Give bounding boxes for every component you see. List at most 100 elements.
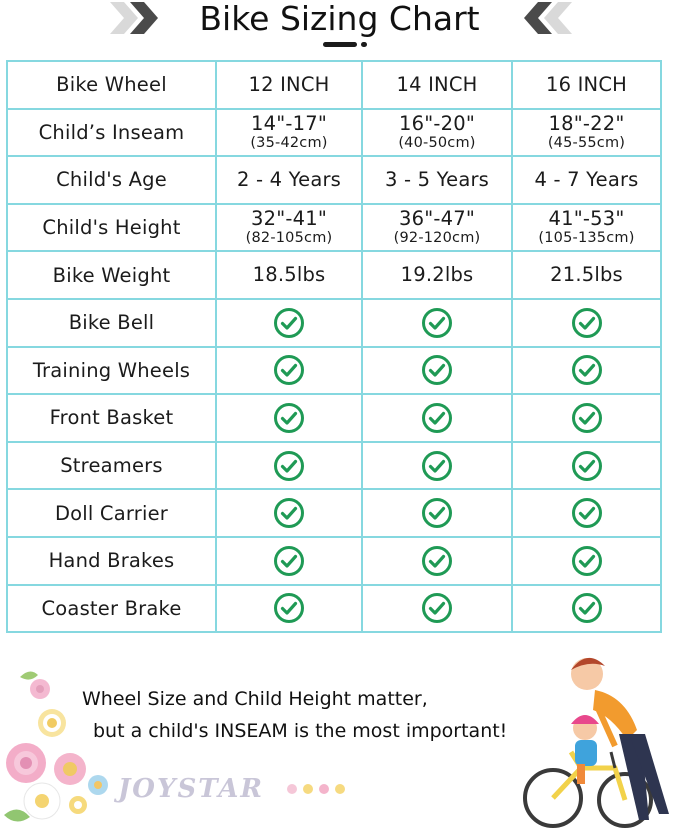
table-row: Bike Bell xyxy=(6,297,662,348)
feature-cell xyxy=(361,345,513,396)
feature-cell xyxy=(215,393,363,443)
value-cell: 18.5lbs xyxy=(215,250,363,300)
check-circle-icon xyxy=(422,307,452,338)
table-row: Child's Height 32"-41" (82-105cm) 36"-47" (9… xyxy=(6,202,662,253)
check-circle-icon xyxy=(422,402,452,433)
footer-line-1: Wheel Size and Child Height matter, xyxy=(82,688,428,710)
check-circle-icon xyxy=(274,355,304,386)
cell-main-value: 3 - 5 Years xyxy=(384,167,490,191)
cell-main-value: 16"-20" xyxy=(398,111,475,135)
feature-cell xyxy=(361,440,513,491)
cell-metric-value: (40-50cm) xyxy=(398,134,476,151)
check-circle-icon xyxy=(422,545,452,576)
title-underline-dot xyxy=(361,42,367,47)
cell-main-value: 18.5lbs xyxy=(252,263,326,287)
cell-main-value: 19.2lbs xyxy=(400,263,474,287)
feature-cell xyxy=(511,583,662,634)
feature-cell xyxy=(511,535,662,586)
value-cell: 3 - 5 Years xyxy=(361,155,513,205)
feature-cell xyxy=(361,488,513,538)
check-circle-icon xyxy=(571,545,602,576)
check-circle-icon xyxy=(571,498,602,529)
value-cell: 19.2lbs xyxy=(361,250,513,300)
sizing-table-body: Bike Wheel 12 INCH 14 INCH 16 INCH Child’s I… xyxy=(6,60,662,634)
check-circle-icon xyxy=(274,307,304,338)
cell-metric-value: (35-42cm) xyxy=(250,134,328,151)
double-chevron-left-icon xyxy=(524,2,572,34)
table-row: Doll Carrier xyxy=(6,488,662,538)
table-row: Child's Age 2 - 4 Years 3 - 5 Years 4 - 7 Y… xyxy=(6,155,662,205)
feature-cell xyxy=(361,535,513,586)
row-label: Bike Weight xyxy=(6,250,217,300)
row-label: Child’s Inseam xyxy=(6,107,217,158)
check-circle-icon xyxy=(274,545,304,576)
parent-teaching-child-bike-illustration xyxy=(523,657,669,828)
flower-decoration xyxy=(4,671,345,822)
cell-metric-value: (45-55cm) xyxy=(547,134,626,151)
row-label: Coaster Brake xyxy=(6,583,217,634)
cell-main-value: 32"-41" xyxy=(250,207,327,231)
cell-main-value: 18"-22" xyxy=(548,111,625,135)
table-row: Bike Wheel 12 INCH 14 INCH 16 INCH xyxy=(6,60,662,110)
feature-cell xyxy=(511,488,662,538)
check-circle-icon xyxy=(571,593,602,624)
table-row: Child’s Inseam 14"-17" (35-42cm) 16"-20" (40… xyxy=(6,107,662,158)
row-label: Doll Carrier xyxy=(6,488,217,538)
check-circle-icon xyxy=(422,450,452,481)
feature-cell xyxy=(215,297,363,348)
feature-cell xyxy=(361,583,513,634)
value-cell: 14"-17" (35-42cm) xyxy=(215,107,363,158)
row-label: Bike Wheel xyxy=(6,60,217,110)
check-circle-icon xyxy=(571,450,602,481)
check-circle-icon xyxy=(422,498,452,529)
cell-metric-value: (105-135cm) xyxy=(538,230,635,247)
cell-main-value: 2 - 4 Years xyxy=(236,167,342,191)
feature-cell xyxy=(215,488,363,538)
feature-cell xyxy=(361,297,513,348)
cell-main-value: 14 INCH xyxy=(396,72,478,96)
sizing-table: Bike Wheel 12 INCH 14 INCH 16 INCH Child’s I… xyxy=(6,60,662,634)
double-chevron-right-icon xyxy=(110,2,158,34)
page-title: Bike Sizing Chart xyxy=(199,0,480,38)
feature-cell xyxy=(215,535,363,586)
footer-line-2: but a child's INSEAM is the most importa… xyxy=(93,720,508,742)
brand-logo: JOYSTAR xyxy=(118,774,264,804)
check-circle-icon xyxy=(274,498,304,529)
row-label: Bike Bell xyxy=(6,297,217,348)
check-circle-icon xyxy=(274,593,304,624)
value-cell: 18"-22" (45-55cm) xyxy=(511,107,662,158)
value-cell: 41"-53" (105-135cm) xyxy=(511,202,662,253)
check-circle-icon xyxy=(571,307,602,338)
row-label: Front Basket xyxy=(6,393,217,443)
feature-cell xyxy=(511,440,662,491)
feature-cell xyxy=(215,345,363,396)
value-cell: 16"-20" (40-50cm) xyxy=(361,107,513,158)
feature-cell xyxy=(215,440,363,491)
row-label: Training Wheels xyxy=(6,345,217,396)
feature-cell xyxy=(215,583,363,634)
row-label: Hand Brakes xyxy=(6,535,217,586)
cell-main-value: 36"-47" xyxy=(398,207,475,231)
value-cell: 12 INCH xyxy=(215,60,363,110)
table-row: Bike Weight 18.5lbs 19.2lbs 21.5lbs xyxy=(6,250,662,300)
check-circle-icon xyxy=(571,402,602,433)
cell-main-value: 14"-17" xyxy=(250,111,327,135)
cell-metric-value: (82-105cm) xyxy=(245,230,333,247)
value-cell: 14 INCH xyxy=(361,60,513,110)
row-label: Child's Age xyxy=(6,155,217,205)
row-label: Streamers xyxy=(6,440,217,491)
value-cell: 16 INCH xyxy=(511,60,662,110)
row-label: Child's Height xyxy=(6,202,217,253)
cell-main-value: 41"-53" xyxy=(548,207,625,231)
check-circle-icon xyxy=(274,402,304,433)
feature-cell xyxy=(511,345,662,396)
table-row: Front Basket xyxy=(6,393,662,443)
check-circle-icon xyxy=(422,355,452,386)
value-cell: 36"-47" (92-120cm) xyxy=(361,202,513,253)
value-cell: 2 - 4 Years xyxy=(215,155,363,205)
table-row: Coaster Brake xyxy=(6,583,662,634)
table-row: Hand Brakes xyxy=(6,535,662,586)
check-circle-icon xyxy=(571,355,602,386)
cell-main-value: 21.5lbs xyxy=(550,263,623,287)
table-row: Training Wheels xyxy=(6,345,662,396)
